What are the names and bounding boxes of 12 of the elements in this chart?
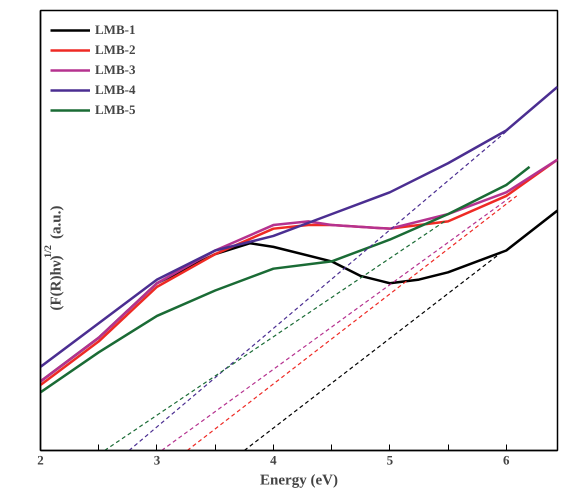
x-tick-label: 6	[503, 452, 510, 468]
legend-label: LMB-3	[95, 61, 136, 79]
x-tick-label: 5	[386, 452, 394, 468]
x-tick-label: 4	[270, 452, 278, 468]
legend-label: LMB-4	[95, 81, 136, 99]
x-axis-title: Energy (eV)	[260, 472, 338, 488]
legend-label: LMB-2	[95, 41, 136, 59]
legend-label: LMB-5	[95, 101, 136, 119]
x-tick-label: 2	[37, 452, 44, 468]
x-tick-label: 3	[154, 452, 161, 468]
y-axis-title: (F(R)hν)1/2 (a.u.)	[43, 206, 64, 310]
legend-label: LMB-1	[95, 21, 136, 39]
